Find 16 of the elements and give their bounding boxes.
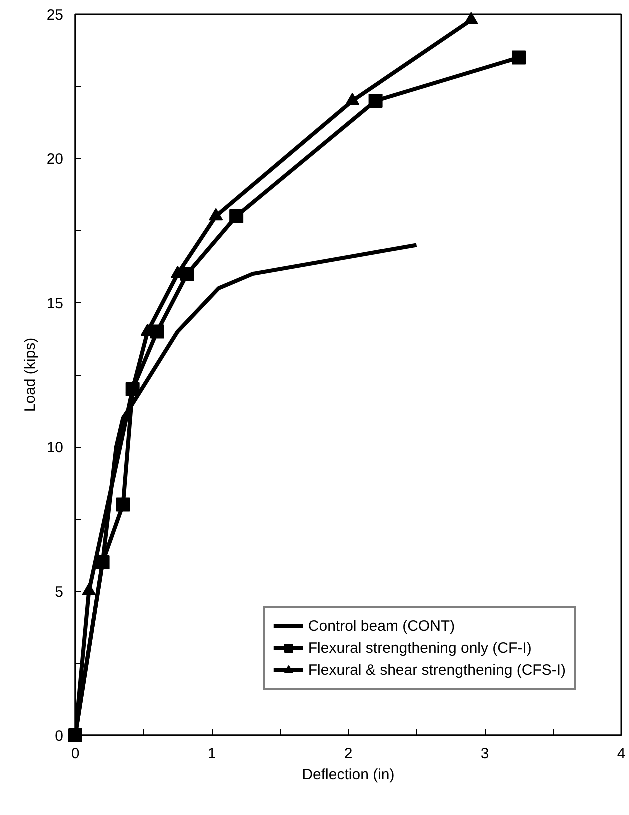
legend-label: Flexural & shear strengthening (CFS-I): [308, 662, 566, 678]
y-tick-label: 0: [55, 728, 64, 745]
legend-label: Flexural strengthening only (CF-I): [308, 640, 532, 656]
x-tick-label: 2: [344, 746, 353, 762]
legend-label: Control beam (CONT): [308, 618, 456, 634]
x-tick-label: 3: [480, 746, 490, 762]
y-axis-title: Load (kips): [22, 338, 39, 412]
y-tick-label: 10: [46, 440, 64, 457]
y-tick-label: 20: [46, 151, 64, 168]
x-tick-label: 1: [208, 746, 216, 762]
y-tick-label: 25: [46, 7, 64, 24]
x-tick-label: 0: [71, 746, 80, 762]
y-tick-label: 5: [55, 584, 64, 601]
x-axis-title: Deflection (in): [302, 766, 395, 784]
x-tick-label: 4: [617, 746, 626, 762]
y-tick-label: 15: [46, 295, 64, 312]
